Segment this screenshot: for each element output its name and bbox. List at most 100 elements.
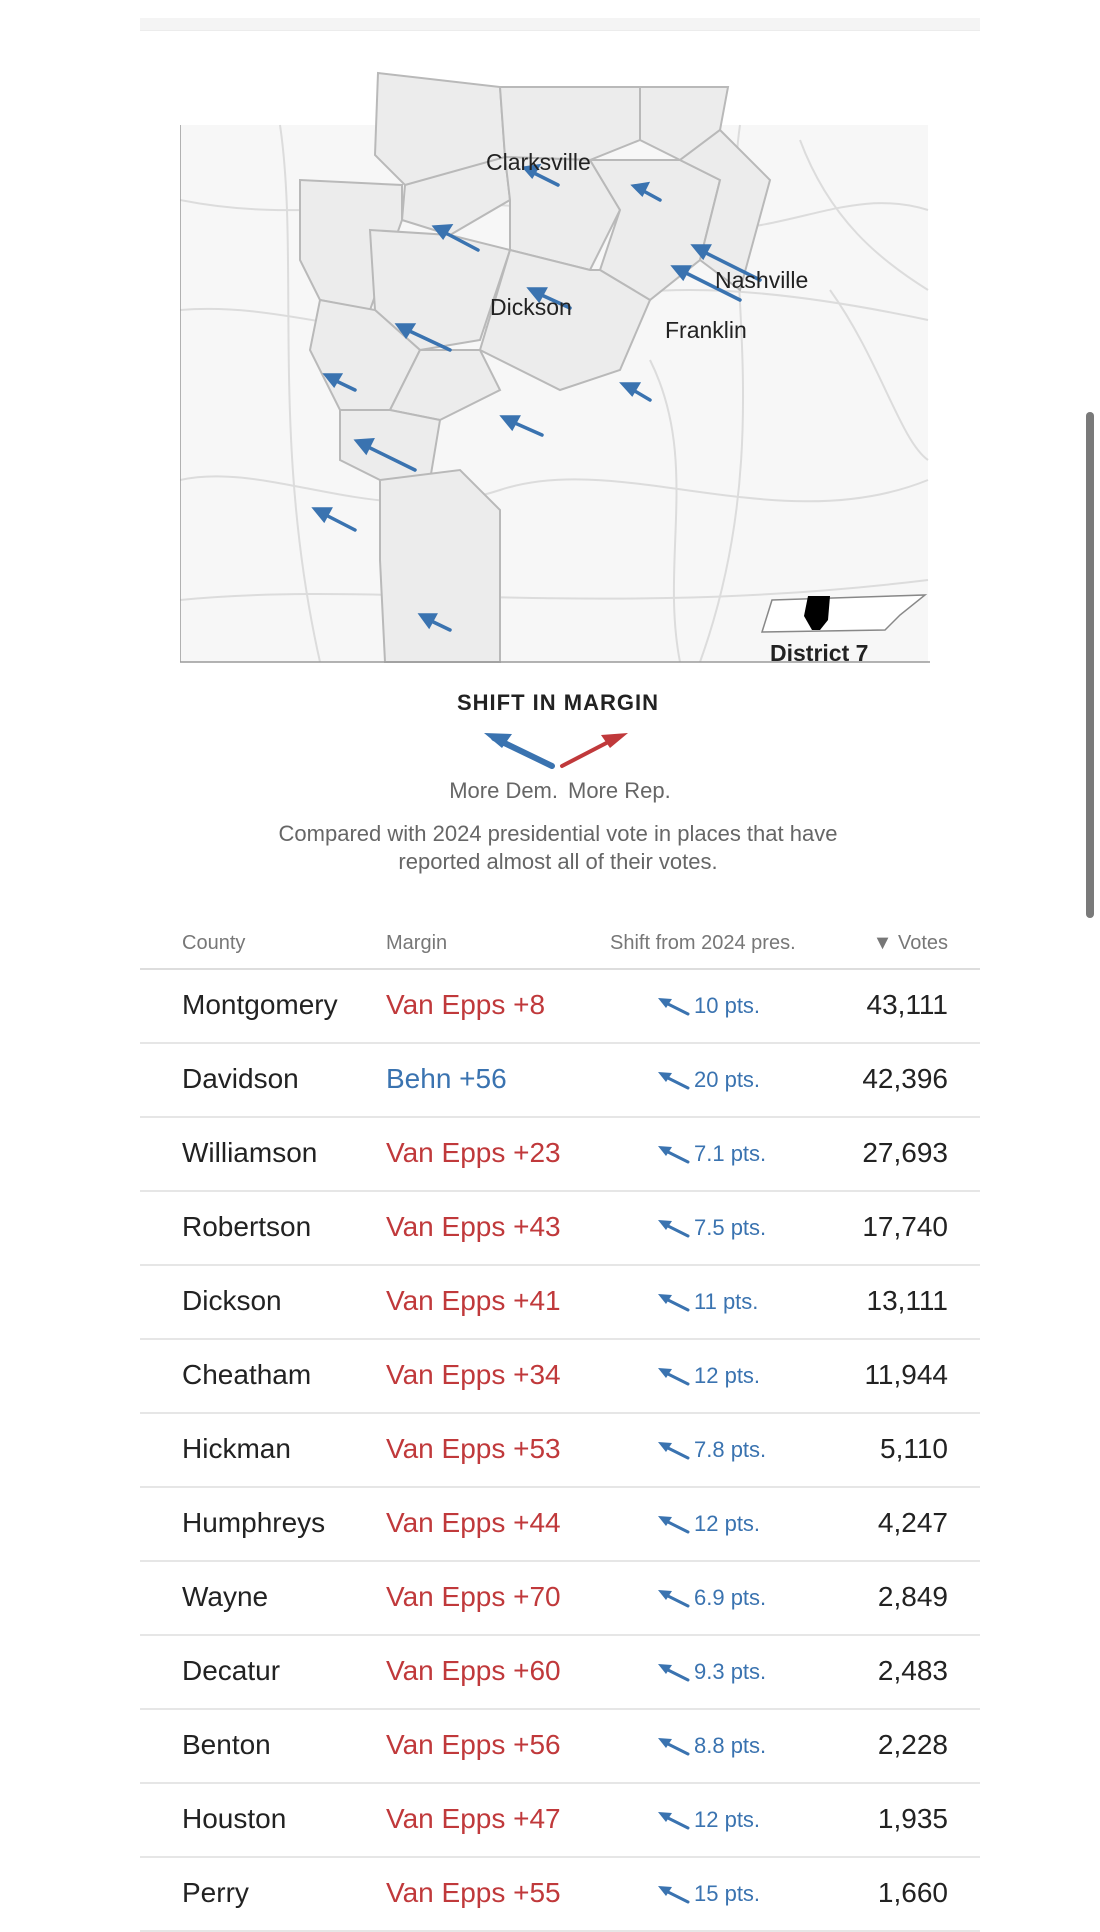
shift-text: 9.3 pts. [694,1659,767,1684]
county-name: Hickman [182,1433,291,1464]
votes-value: 17,740 [862,1211,948,1242]
votes-value: 42,396 [862,1063,948,1094]
tennessee-inset [760,594,928,633]
district-counties [299,71,772,663]
table-row: Montgomery Van Epps +8 10 pts. 43,111 [140,970,980,1044]
county-name: Decatur [182,1655,281,1686]
city-label-franklin: Franklin [665,317,747,343]
margin-value: Van Epps +47 [386,1803,561,1834]
shift-value: 6.9 pts. [656,1585,766,1611]
shift-value: 7.8 pts. [656,1437,766,1463]
city-label-nashville: Nashville [715,267,808,293]
table-row: Dickson Van Epps +41 11 pts. 13,111 [140,1266,980,1340]
table-row: Robertson Van Epps +43 7.5 pts. 17,740 [140,1192,980,1266]
county-name: Houston [182,1803,287,1834]
shift-text: 7.1 pts. [694,1141,767,1166]
table-row: Cheatham Van Epps +34 12 pts. 11,944 [140,1340,980,1414]
legend-dem-label: More Dem. [449,778,558,803]
votes-value: 2,483 [877,1655,948,1686]
city-label-dickson: Dickson [490,294,572,320]
shift-value: 10 pts. [656,993,760,1019]
table-row: Benton Van Epps +56 8.8 pts. 2,228 [140,1710,980,1784]
shift-arrow-icon [658,1664,690,1682]
shift-value: 7.1 pts. [656,1141,766,1167]
shift-value: 12 pts. [656,1807,760,1833]
header-margin[interactable]: Margin [386,932,448,954]
shift-arrow-icon [658,1738,690,1756]
shift-text: 12 pts. [694,1511,761,1536]
county-name: Benton [182,1729,271,1760]
header-county[interactable]: County [182,932,246,954]
shift-value: 11 pts. [656,1289,758,1315]
county-name: Humphreys [182,1507,326,1538]
scrollbar-thumb[interactable] [1086,412,1094,918]
county-results-table: County Margin Shift from 2024 pres. ▼ Vo… [140,926,980,1932]
table-row: Houston Van Epps +47 12 pts. 1,935 [140,1784,980,1858]
votes-value: 2,228 [877,1729,948,1760]
shift-value: 8.8 pts. [656,1733,766,1759]
map-frame [180,125,930,663]
table-header: County Margin Shift from 2024 pres. ▼ Vo… [140,926,980,970]
table-row: Hickman Van Epps +53 7.8 pts. 5,110 [140,1414,980,1488]
table-row: Davidson Behn +56 20 pts. 42,396 [140,1044,980,1118]
votes-value: 5,110 [880,1433,948,1464]
county-name: Perry [182,1877,249,1908]
table-row: Perry Van Epps +55 15 pts. 1,660 [140,1858,980,1932]
shift-text: 7.8 pts. [694,1437,767,1462]
shift-arrow-icon [658,1590,690,1608]
shift-text: 15 pts. [694,1881,761,1906]
shift-value: 9.3 pts. [656,1659,766,1685]
margin-value: Van Epps +55 [386,1877,561,1908]
county-name: Davidson [182,1063,299,1094]
shift-text: 20 pts. [694,1067,761,1092]
margin-value: Van Epps +60 [386,1655,561,1686]
margin-value: Van Epps +34 [386,1359,561,1390]
city-label-clarksville: Clarksville [486,149,591,175]
top-divider [140,18,980,31]
margin-value: Van Epps +43 [386,1211,561,1242]
shift-arrow-icon [658,1072,690,1090]
shift-text: 12 pts. [694,1807,761,1832]
votes-value: 43,111 [866,989,948,1020]
margin-value: Van Epps +8 [386,989,546,1020]
legend-note: Compared with 2024 presidential vote in … [278,821,838,874]
shift-value: 7.5 pts. [656,1215,766,1241]
shift-text: 12 pts. [694,1363,761,1388]
header-shift[interactable]: Shift from 2024 pres. [610,932,796,954]
shift-value: 12 pts. [656,1363,760,1389]
margin-value: Van Epps +44 [386,1507,561,1538]
county-name: Montgomery [182,989,338,1020]
votes-value: 2,849 [877,1581,948,1612]
shift-arrow-icon [658,1294,690,1312]
county-name: Robertson [182,1211,312,1242]
county-name: Wayne [182,1581,269,1612]
shift-arrow-icon [658,1812,690,1830]
county-name: Williamson [182,1137,318,1168]
votes-value: 11,944 [864,1359,948,1390]
votes-value: 27,693 [862,1137,948,1168]
shift-arrow-icon [658,1368,690,1386]
table-row: Humphreys Van Epps +44 12 pts. 4,247 [140,1488,980,1562]
county-name: Cheatham [182,1359,312,1390]
legend-rep-label: More Rep. [568,778,671,803]
margin-value: Van Epps +70 [386,1581,561,1612]
shift-text: 10 pts. [694,993,761,1018]
votes-value: 13,111 [866,1285,948,1316]
header-votes[interactable]: ▼ Votes [872,932,948,954]
county-name: Dickson [182,1285,282,1316]
margin-value: Van Epps +23 [386,1137,561,1168]
table-row: Williamson Van Epps +23 7.1 pts. 27,693 [140,1118,980,1192]
shift-arrows [311,163,762,632]
shift-text: 11 pts. [694,1289,759,1314]
votes-value: 4,247 [877,1507,948,1538]
margin-value: Van Epps +53 [386,1433,561,1464]
votes-value: 1,660 [877,1877,948,1908]
shift-arrow-icon [658,998,690,1016]
district-map: Clarksville Nashville Dickson Franklin [180,60,940,680]
shift-arrow-icon [658,1220,690,1238]
shift-arrow-icon [658,1146,690,1164]
legend-arrows [470,728,650,775]
shift-text: 7.5 pts. [694,1215,767,1240]
margin-value: Van Epps +56 [386,1729,561,1760]
shift-arrow-icon [658,1886,690,1904]
